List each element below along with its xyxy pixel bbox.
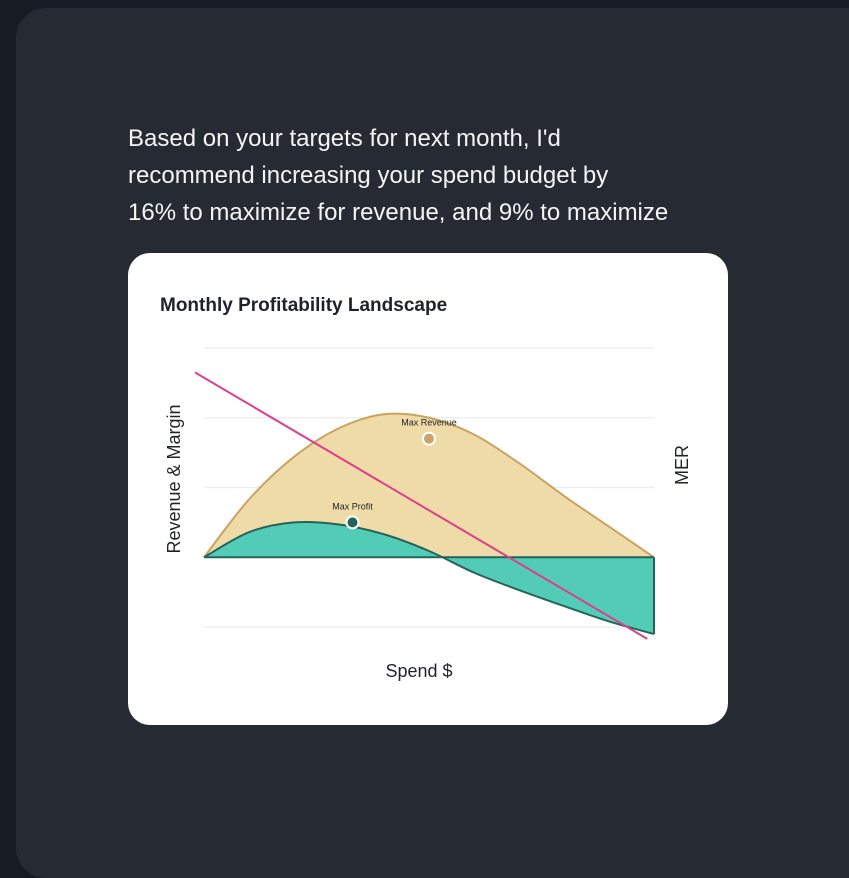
message-line: 16% to maximize for revenue, and 9% to m… xyxy=(128,199,669,226)
profitability-chart: Max Revenue Max Profit Revenue & Margin M… xyxy=(164,347,692,681)
max-profit-marker xyxy=(345,515,360,530)
profit-area-outline xyxy=(203,520,655,635)
message-line: recommend increasing your spend budget b… xyxy=(128,162,609,189)
profit-area xyxy=(204,521,654,634)
chart-card: Monthly Profitability Landscape Max Reve… xyxy=(128,253,728,725)
y2-axis-label: MER xyxy=(672,445,692,485)
message-line: Based on your targets for next month, I'… xyxy=(128,125,561,152)
max-revenue-label: Max Revenue xyxy=(401,418,457,428)
max-profit-label: Max Profit xyxy=(332,501,373,511)
revenue-area-outline xyxy=(203,412,655,559)
mer-line xyxy=(194,371,648,640)
chart-title: Monthly Profitability Landscape xyxy=(160,295,448,316)
x-axis-label: Spend $ xyxy=(385,661,452,681)
y-axis-label: Revenue & Margin xyxy=(164,404,184,553)
assistant-message: Based on your targets for next month, I'… xyxy=(128,120,748,231)
max-revenue-marker xyxy=(422,431,436,446)
